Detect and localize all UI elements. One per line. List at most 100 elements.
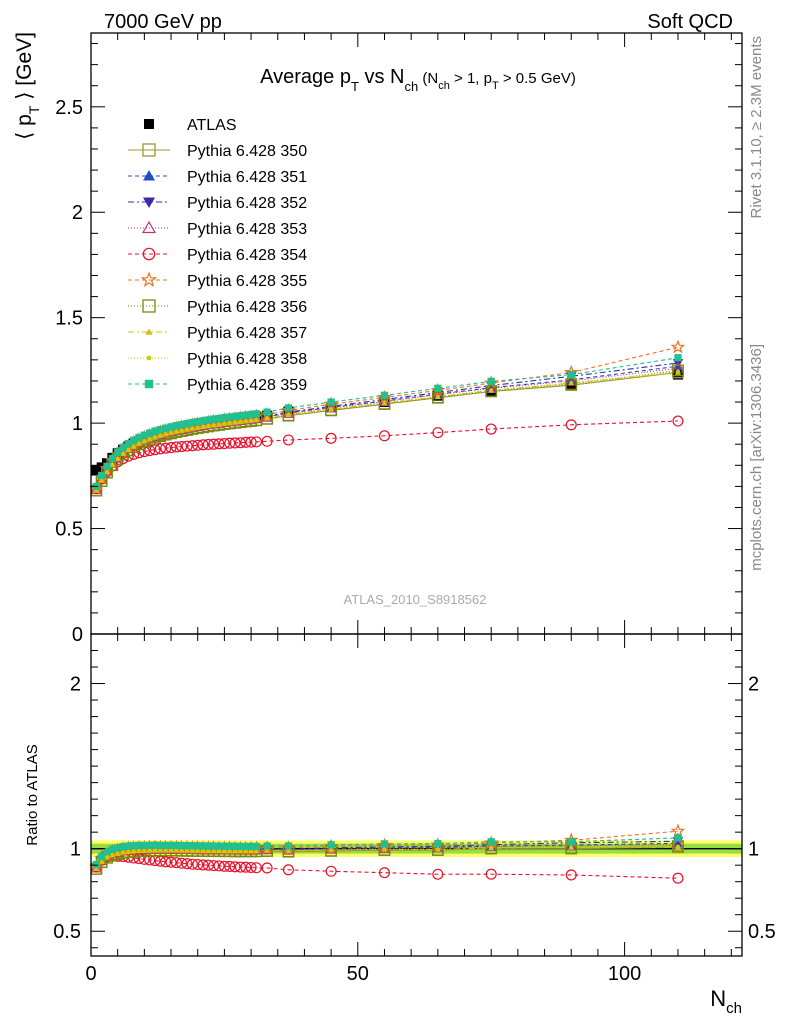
legend-marker-7 <box>142 299 156 313</box>
legend-marker-9 <box>146 355 152 361</box>
point-s9-18 <box>190 426 195 431</box>
ratio-point-s10-29 <box>247 842 255 851</box>
point-s10-18 <box>188 418 197 427</box>
point-s5-32 <box>282 434 294 446</box>
ratio-point-s9-36 <box>489 845 494 850</box>
point-s5-27 <box>234 437 246 449</box>
point-s5-26 <box>229 437 241 449</box>
point-s10-2 <box>103 462 111 470</box>
point-s9-9 <box>142 438 147 444</box>
legend-label-9: Pythia 6.428 358 <box>187 351 307 368</box>
ratio-point-s10-1 <box>98 852 106 861</box>
ratio-point-s10-0 <box>92 861 100 869</box>
title-main: Average p <box>260 66 351 88</box>
ratio-point-s10-34 <box>380 840 389 848</box>
point-s5-23 <box>213 438 225 450</box>
point-s9-34 <box>382 400 387 405</box>
xtick-label: 50 <box>347 963 369 985</box>
xlabel-sub: ch <box>726 1000 742 1017</box>
point-s5-21 <box>202 438 214 450</box>
point-s9-5 <box>120 451 126 456</box>
ratio-xlabel: Nch <box>710 986 742 1017</box>
ratio-point-s9-11 <box>152 847 158 853</box>
point-s10-24 <box>220 414 229 422</box>
point-s10-7 <box>130 436 138 444</box>
point-s10-19 <box>194 418 202 426</box>
ratio-point-s10-21 <box>204 842 213 850</box>
point-s5-17 <box>181 440 193 452</box>
title-mid-sub: ch <box>404 79 418 94</box>
legend-marker-3 <box>143 197 155 208</box>
ratio-point-s5-20 <box>197 859 209 871</box>
point-s9-25 <box>227 420 232 425</box>
point-s5-28 <box>240 436 252 448</box>
point-s9-14 <box>168 430 174 435</box>
ratio-point-s10-37 <box>567 838 575 846</box>
title-cut-sub1: ch <box>438 80 450 92</box>
ratio-point-s5-16 <box>176 857 188 869</box>
point-s9-28 <box>243 418 248 423</box>
ratio-point-s5-22 <box>208 860 220 872</box>
ylabel-open: ⟨ p <box>13 114 36 140</box>
point-s9-35 <box>435 394 440 399</box>
ratio-point-s10-6 <box>124 842 132 850</box>
ratio-point-s10-8 <box>135 841 143 850</box>
legend-marker-1 <box>142 143 156 157</box>
legend-label-6: Pythia 6.428 355 <box>187 273 307 290</box>
point-s6-35 <box>430 382 446 397</box>
point-s10-16 <box>178 420 186 429</box>
point-s10-37 <box>567 370 575 379</box>
ratio-point-s5-37 <box>565 869 577 881</box>
ratio-point-s10-5 <box>119 842 127 851</box>
point-s9-32 <box>286 412 291 417</box>
point-s9-13 <box>163 431 168 436</box>
legend-label-10: Pythia 6.428 359 <box>187 377 307 394</box>
title-cut-sub2: T <box>492 80 499 92</box>
point-s10-4 <box>114 448 122 457</box>
ratio-point-s5-15 <box>170 857 182 869</box>
xtick-label: 100 <box>608 963 641 985</box>
point-s10-28 <box>242 411 250 419</box>
ratio-point-s10-12 <box>156 841 165 850</box>
ratio-point-s10-31 <box>263 842 271 850</box>
ratio-point-s10-7 <box>130 842 138 850</box>
point-s5-19 <box>192 439 204 451</box>
title-cut-mid: > 1, p <box>450 70 492 87</box>
main-ytick-label: 1.5 <box>55 308 83 330</box>
ratio-point-s9-10 <box>147 848 152 853</box>
point-s5-38 <box>672 415 684 427</box>
point-s9-36 <box>489 388 494 393</box>
ratio-point-s9-35 <box>435 847 440 852</box>
legend-marker-0 <box>144 119 154 129</box>
xlabel-main: N <box>710 986 726 1011</box>
ratio-point-s10-35 <box>434 839 442 848</box>
ratio-point-s10-19 <box>194 842 202 850</box>
legend: ATLAS Pythia 6.428 350 Pythia 6.428 351 Pyt… <box>128 117 307 394</box>
point-s5-25 <box>224 437 236 449</box>
point-s10-32 <box>284 404 293 412</box>
ratio-point-s10-4 <box>114 844 122 852</box>
point-s10-8 <box>135 433 143 442</box>
point-s9-38 <box>675 369 681 374</box>
legend-label-7: Pythia 6.428 356 <box>187 299 307 316</box>
ratio-point-s9-38 <box>675 844 681 849</box>
ratio-point-s10-26 <box>231 842 239 851</box>
ratio-point-s5-31 <box>261 862 273 874</box>
point-s10-35 <box>434 384 442 392</box>
main-ytick-label: 2 <box>72 202 83 224</box>
point-s10-22 <box>210 415 218 423</box>
main-ytick-label: 2.5 <box>55 97 83 119</box>
ylabel-close: ⟩ [GeV] <box>13 32 36 106</box>
point-s9-23 <box>216 422 222 427</box>
legend-marker-4 <box>141 220 157 234</box>
ratio-point-s5-29 <box>245 861 257 874</box>
ratio-point-s9-8 <box>136 848 142 853</box>
point-s9-6 <box>126 447 131 452</box>
point-s9-29 <box>249 418 254 423</box>
chart-title: Average pT vs Nch (Nch > 1, pT > 0.5 GeV… <box>260 66 576 94</box>
point-s10-34 <box>380 391 389 399</box>
legend-label-8: Pythia 6.428 357 <box>187 325 307 342</box>
point-s5-22 <box>208 438 220 450</box>
ratio-point-s10-20 <box>199 842 207 850</box>
